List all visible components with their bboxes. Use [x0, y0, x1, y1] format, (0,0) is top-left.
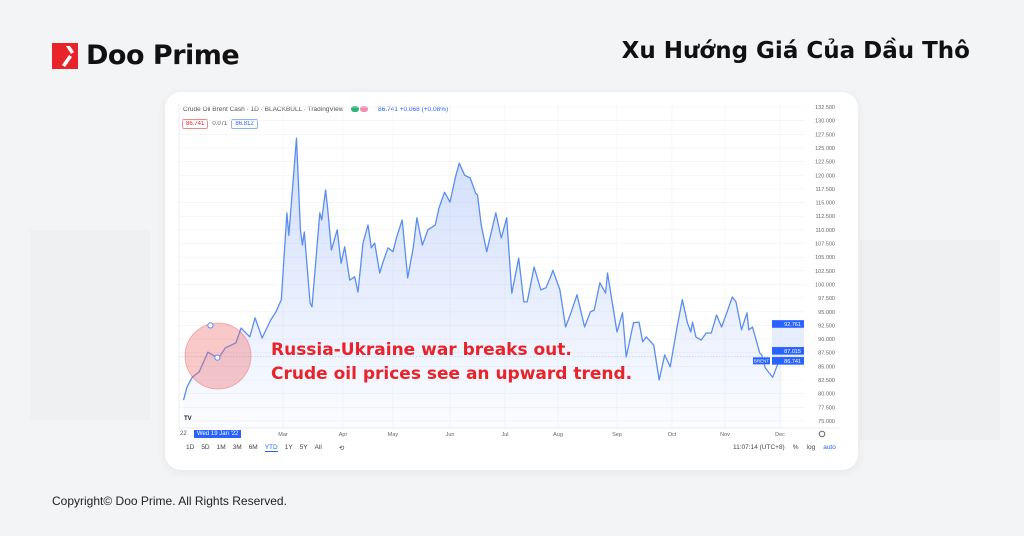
scale-toolbar: 11:07:14 (UTC+8) % log auto: [733, 444, 836, 451]
y-tick-label: 95.000: [818, 310, 835, 316]
y-tick-label: 127.500: [815, 132, 835, 138]
x-tick-label: Nov: [720, 432, 730, 438]
annotation-line-2: Crude oil prices see an upward trend.: [271, 364, 633, 384]
symbol-tag: [753, 357, 770, 365]
x-tick-label: Mar: [278, 432, 288, 438]
doo-prime-logo-icon: [52, 42, 78, 69]
sell-price[interactable]: 86.741: [182, 119, 209, 129]
scale-auto[interactable]: auto: [823, 444, 836, 451]
price-tag-last: [772, 357, 804, 365]
y-tick-label: 102.500: [815, 269, 835, 275]
background-shape: [860, 240, 1000, 440]
price-tag-mid-label: 87.015: [784, 349, 801, 355]
price-line: [182, 137, 783, 401]
x-tick-label: Sep: [612, 432, 622, 438]
brand-logo: Doo Prime: [52, 40, 240, 71]
y-tick-label: 77.500: [818, 405, 835, 411]
x-tick-label: Dec: [775, 432, 785, 438]
price-tag-last-label: 86.741: [784, 359, 801, 365]
x-tick-label: Aug: [553, 432, 563, 438]
y-tick-label: 80.000: [818, 392, 835, 398]
y-tick-label: 125.000: [815, 146, 835, 152]
crosshair-date: Wed 19 Jan '22: [194, 430, 242, 438]
marker-point[interactable]: [207, 322, 214, 329]
clock: 11:07:14 (UTC+8): [733, 444, 785, 451]
buy-price[interactable]: 86.812: [231, 119, 258, 129]
y-tick-label: 75.000: [818, 419, 835, 425]
tradingview-logo-icon: TV: [184, 416, 192, 422]
range-1d[interactable]: 1D: [186, 444, 195, 451]
spread: 0.071: [212, 121, 228, 127]
range-toolbar: 1D 5D 1M 3M 6M YTD 1Y 5Y All ⟲: [186, 444, 344, 452]
page-title: Xu Hướng Giá Của Dầu Thô: [621, 38, 970, 64]
price-area: [183, 138, 782, 428]
range-5d[interactable]: 5D: [201, 444, 210, 451]
year-label: 22: [180, 431, 187, 437]
price-tag-high: [772, 320, 804, 328]
copyright: Copyright© Doo Prime. All Rights Reserve…: [52, 494, 287, 508]
x-tick-label: Jun: [446, 432, 455, 438]
scale-percent[interactable]: %: [792, 444, 799, 451]
y-tick-label: 112.500: [816, 214, 835, 220]
range-ytd[interactable]: YTD: [264, 444, 278, 452]
chart-legend: Crude Oil Brent Cash · 1D · BLACKBULL · …: [183, 106, 448, 113]
y-tick-label: 120.000: [815, 173, 835, 179]
y-tick-label: 132.500: [815, 105, 835, 111]
y-tick-label: 117.500: [816, 187, 835, 193]
range-1m[interactable]: 1M: [216, 444, 226, 451]
y-tick-label: 97.500: [818, 296, 835, 302]
range-3m[interactable]: 3M: [232, 444, 242, 451]
price-tag-mid: [772, 347, 804, 355]
brand-name: Doo Prime: [86, 40, 240, 71]
bid-ask-boxes: 86.741 0.071 86.812: [182, 119, 258, 129]
range-all[interactable]: All: [314, 444, 322, 451]
marker-point[interactable]: [214, 354, 221, 361]
x-tick-label: May: [388, 432, 399, 438]
y-tick-label: 110.000: [816, 228, 835, 234]
x-tick-label: Oct: [668, 432, 677, 438]
symbol-tag-label: BRENT: [754, 359, 770, 364]
settings-gear-icon[interactable]: [818, 430, 826, 438]
x-tick-label: Jul: [501, 432, 508, 438]
last-change: 86.741 +0.068 (+0.08%): [378, 106, 449, 113]
price-tag-high-label: 92.761: [784, 322, 801, 328]
y-tick-label: 87.500: [818, 351, 835, 357]
range-6m[interactable]: 6M: [248, 444, 258, 451]
range-1y[interactable]: 1Y: [284, 444, 293, 451]
background-shape: [30, 230, 150, 420]
y-tick-label: 115.000: [816, 201, 835, 207]
y-tick-label: 122.500: [815, 160, 835, 166]
annotation: Russia-Ukraine war breaks out. Crude oil…: [271, 338, 632, 386]
y-tick-label: 90.000: [818, 337, 835, 343]
annotation-line-1: Russia-Ukraine war breaks out.: [271, 340, 572, 360]
y-tick-label: 100.000: [815, 282, 835, 288]
x-tick-label: Apr: [339, 432, 348, 438]
y-tick-label: 107.500: [815, 242, 835, 248]
y-tick-label: 82.500: [818, 378, 835, 384]
y-tick-label: 105.000: [815, 255, 835, 261]
market-status-icon: [351, 106, 360, 113]
y-tick-label: 130.000: [815, 119, 835, 125]
y-tick-label: 92.500: [818, 323, 835, 329]
scale-log[interactable]: log: [806, 444, 816, 451]
symbol-line: Crude Oil Brent Cash · 1D · BLACKBULL · …: [183, 106, 344, 113]
y-tick-label: 85.000: [818, 364, 835, 370]
flag-icon: [360, 106, 369, 113]
range-5y[interactable]: 5Y: [299, 444, 308, 451]
date-range-icon[interactable]: ⟲: [338, 445, 345, 452]
